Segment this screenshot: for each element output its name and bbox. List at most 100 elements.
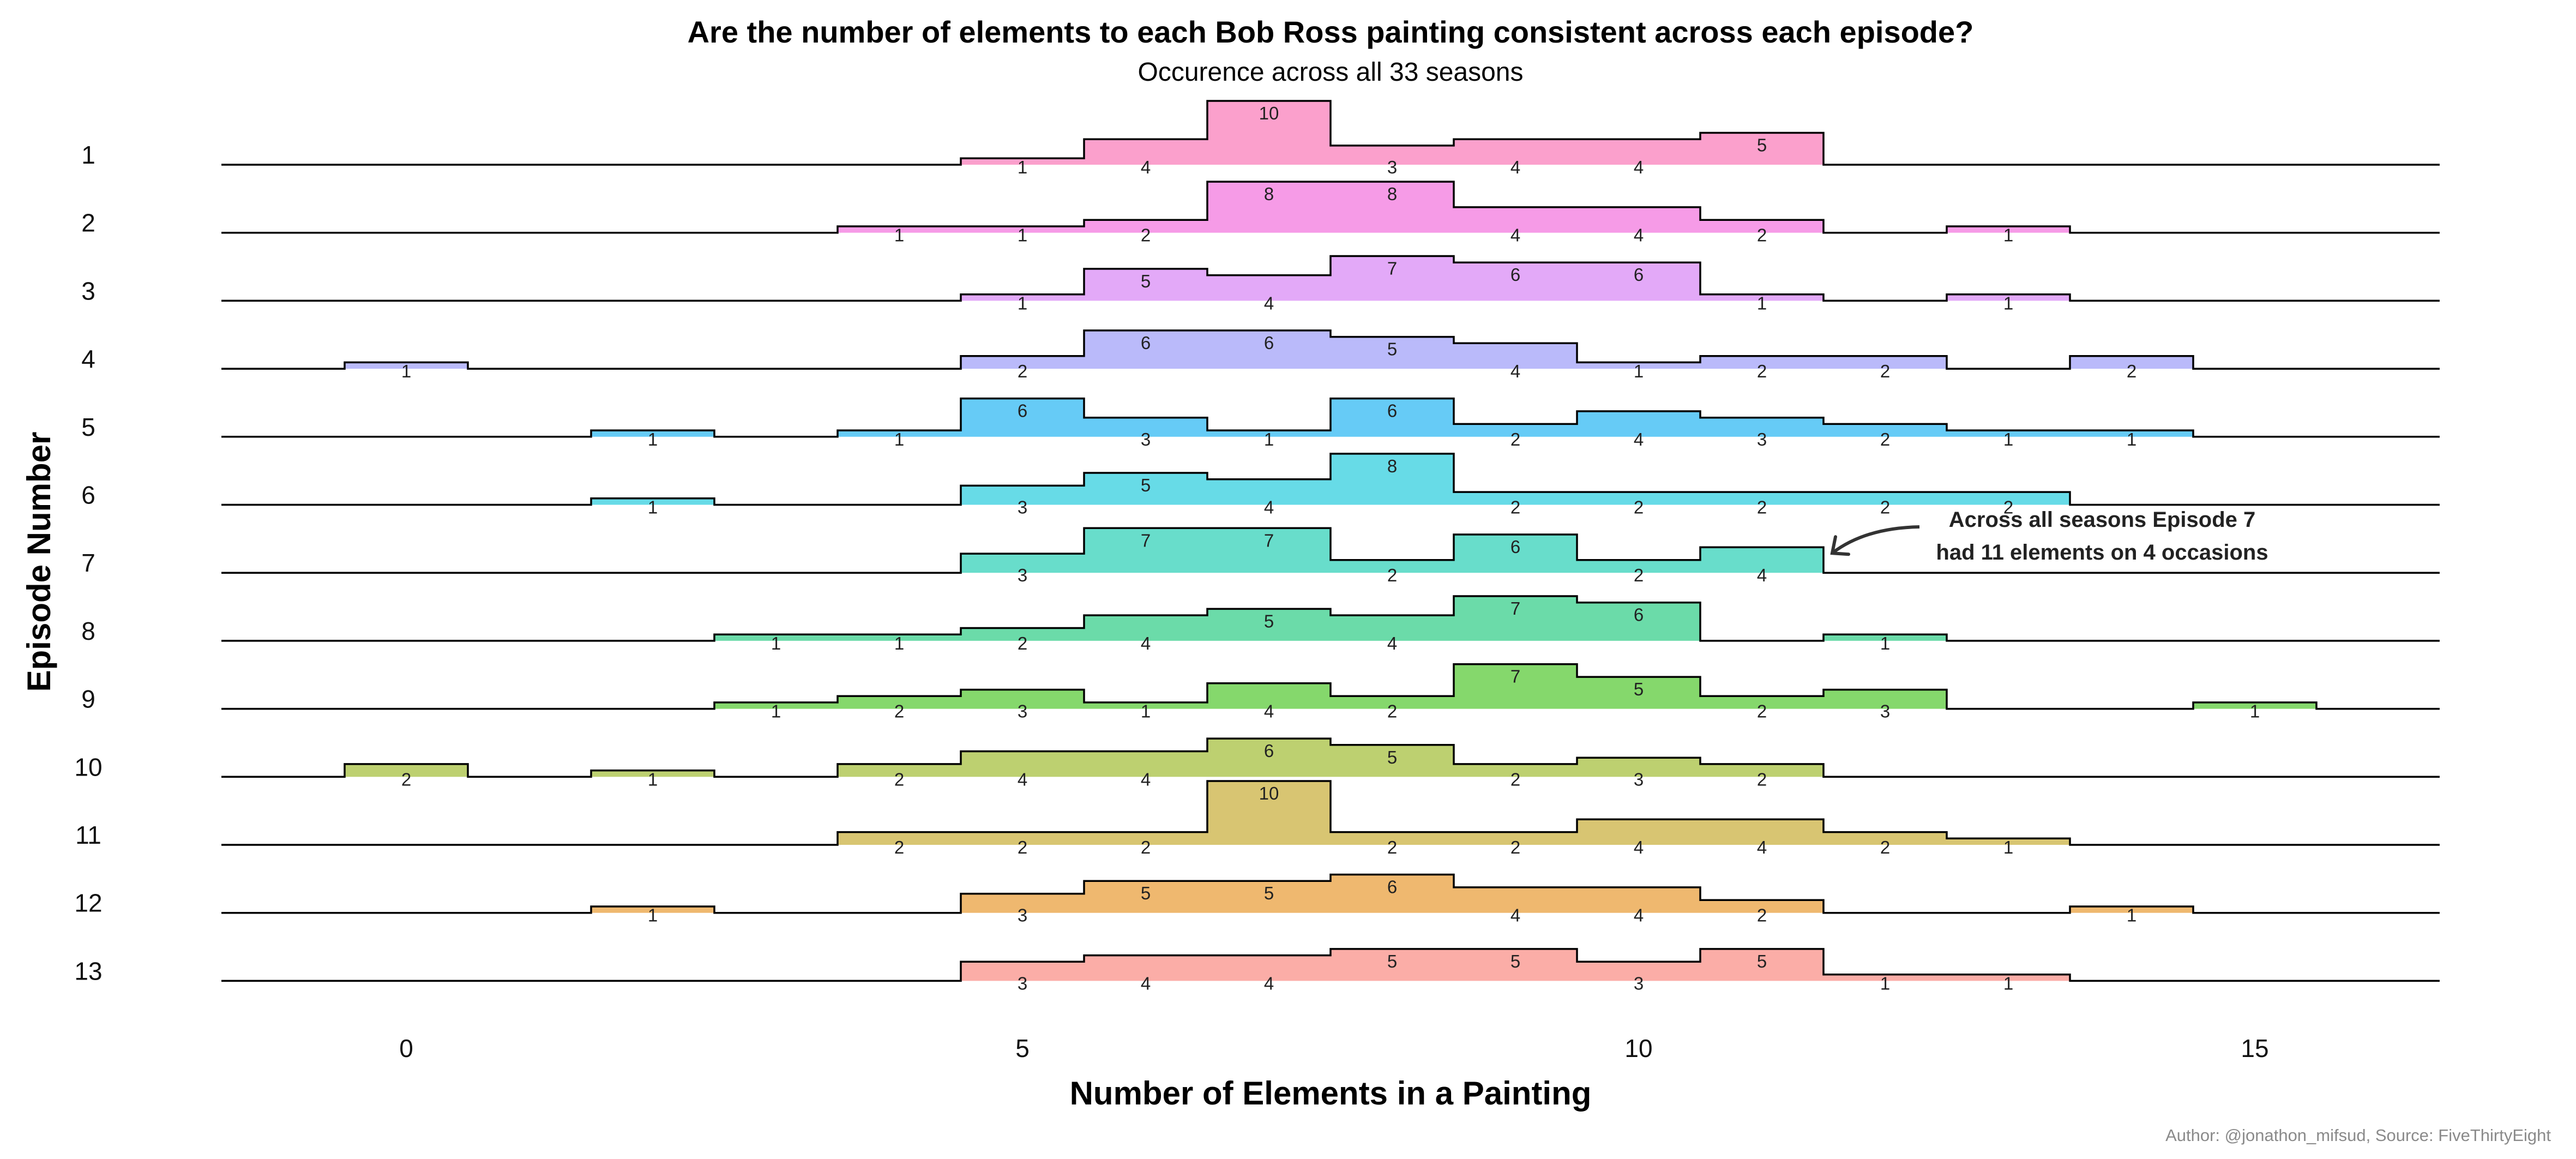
data-label: 4 <box>1634 905 1644 926</box>
bar-episode-2-x9 <box>1454 207 1577 233</box>
chart-subtitle: Occurence across all 33 seasons <box>1137 58 1523 87</box>
data-label: 4 <box>1018 769 1027 789</box>
bar-episode-13-x9 <box>1454 948 1577 981</box>
data-label: 8 <box>1387 184 1397 204</box>
x-axis-title: Number of Elements in a Painting <box>1070 1075 1592 1112</box>
data-label: 6 <box>1264 741 1274 761</box>
data-label: 1 <box>648 769 658 789</box>
bar-episode-11-x5 <box>961 832 1084 845</box>
data-label: 7 <box>1264 530 1274 550</box>
bar-episode-9-x4 <box>838 696 961 709</box>
bar-episode-2-x7 <box>1207 182 1331 233</box>
data-label: 1 <box>1018 225 1027 245</box>
bar-episode-2-x4 <box>838 226 961 233</box>
bar-episode-8-x7 <box>1207 609 1331 641</box>
data-label: 1 <box>2003 293 2013 313</box>
bar-episode-11-x10 <box>1577 819 1700 845</box>
data-label: 5 <box>1510 951 1520 971</box>
data-label: 7 <box>1387 259 1397 279</box>
bar-episode-11-x9 <box>1454 832 1577 845</box>
data-label: 2 <box>1634 565 1644 585</box>
data-label: 4 <box>1141 633 1151 653</box>
bar-episode-5-x4 <box>838 430 961 437</box>
bar-episode-8-x6 <box>1084 615 1207 641</box>
data-label: 2 <box>1510 497 1520 518</box>
bar-episode-10-x0 <box>345 764 468 777</box>
ridge-outline <box>221 453 2440 506</box>
bar-episode-3-x8 <box>1331 256 1454 301</box>
data-label: 1 <box>2127 429 2136 449</box>
bar-episode-6-x8 <box>1331 453 1454 505</box>
bar-episode-3-x10 <box>1577 262 1700 301</box>
y-axis-title: Episode Number <box>21 432 57 692</box>
data-label: 5 <box>1634 679 1644 699</box>
bar-episode-11-x12 <box>1823 832 1947 845</box>
bar-episode-11-x11 <box>1700 819 1823 845</box>
bar-episode-4-x8 <box>1331 337 1454 369</box>
data-label: 1 <box>894 225 904 245</box>
y-tick-label: 1 <box>81 141 95 169</box>
data-label: 5 <box>1757 135 1767 155</box>
data-label: 6 <box>1634 605 1644 625</box>
bar-episode-8-x5 <box>961 628 1084 641</box>
bar-episode-3-x5 <box>961 294 1084 301</box>
data-label: 2 <box>1880 429 1890 449</box>
data-label: 2 <box>2003 497 2013 518</box>
data-label: 6 <box>1634 265 1644 285</box>
data-label: 5 <box>1141 475 1151 495</box>
data-label: 1 <box>1634 361 1644 381</box>
data-label: 3 <box>1141 429 1151 449</box>
bar-episode-5-x5 <box>961 398 1084 437</box>
bar-episode-9-x15 <box>2193 702 2316 709</box>
bar-episode-5-x12 <box>1823 424 1947 437</box>
data-label: 4 <box>1141 157 1151 177</box>
ridge-outline <box>221 737 2440 778</box>
y-tick-label: 7 <box>81 549 95 577</box>
data-label: 5 <box>1387 951 1397 971</box>
data-label: 2 <box>1387 701 1397 722</box>
bar-episode-9-x3 <box>714 702 838 709</box>
data-label: 6 <box>1264 333 1274 353</box>
bar-episode-9-x11 <box>1700 696 1823 709</box>
data-label: 2 <box>1018 837 1027 857</box>
data-label: 6 <box>1018 401 1027 421</box>
data-label: 4 <box>1634 837 1644 857</box>
data-label: 8 <box>1264 184 1274 204</box>
data-label: 4 <box>1141 973 1151 993</box>
ridge-outline <box>221 255 2440 302</box>
bar-episode-9-x6 <box>1084 702 1207 709</box>
bar-episode-12-x7 <box>1207 881 1331 913</box>
data-label: 1 <box>1141 701 1151 722</box>
data-label: 2 <box>1510 769 1520 789</box>
data-label: 4 <box>1510 361 1520 381</box>
y-tick-label: 2 <box>81 209 95 237</box>
data-label: 3 <box>1634 973 1644 993</box>
ridge-outline <box>221 527 2440 574</box>
data-label: 4 <box>1634 225 1644 245</box>
ridge-episode-9: 9 1 2 3 1 4 2 7 5 2 3 1 <box>81 663 2440 722</box>
x-tick-label: 15 <box>2241 1034 2268 1062</box>
bar-episode-10-x11 <box>1700 764 1823 777</box>
bar-episode-7-x9 <box>1454 535 1577 573</box>
bar-episode-8-x4 <box>838 634 961 641</box>
bar-episode-10-x4 <box>838 764 961 777</box>
x-tick-label: 5 <box>1015 1034 1030 1062</box>
data-label: 2 <box>1634 497 1644 518</box>
data-label: 4 <box>1264 973 1274 993</box>
bar-episode-9-x8 <box>1331 696 1454 709</box>
ridge-episode-6: 6 1 3 5 4 8 2 2 2 2 2 <box>81 453 2440 518</box>
bar-episode-1-x10 <box>1577 139 1700 165</box>
bar-episode-1-x11 <box>1700 133 1823 165</box>
bar-episode-12-x9 <box>1454 887 1577 913</box>
data-label: 7 <box>1510 666 1520 687</box>
bar-episode-2-x8 <box>1331 182 1454 233</box>
data-label: 10 <box>1259 103 1279 123</box>
ridge-outline <box>221 595 2440 642</box>
bar-episode-6-x10 <box>1577 492 1700 505</box>
bar-episode-12-x11 <box>1700 900 1823 913</box>
data-label: 2 <box>1880 837 1890 857</box>
bar-episode-1-x9 <box>1454 139 1577 165</box>
bar-episode-5-x11 <box>1700 417 1823 437</box>
